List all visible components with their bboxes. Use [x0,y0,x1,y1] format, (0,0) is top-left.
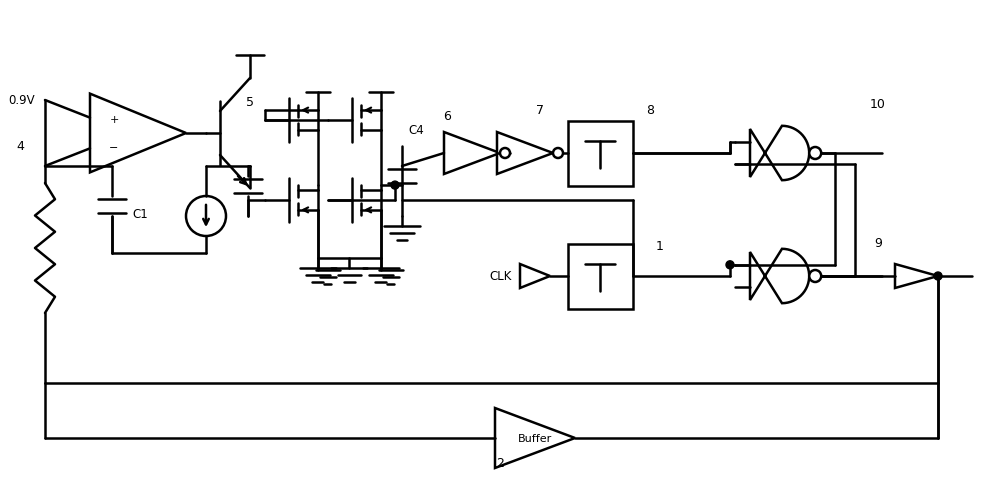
Bar [568,121,633,186]
Polygon shape [895,264,938,288]
Text: 10: 10 [870,97,886,110]
Circle shape [391,182,399,190]
Polygon shape [520,264,550,288]
Polygon shape [750,249,809,304]
Text: 6: 6 [443,110,451,123]
Circle shape [809,270,821,283]
Polygon shape [497,133,553,175]
Polygon shape [495,408,575,468]
Text: +: + [109,114,119,124]
Text: Buffer: Buffer [518,433,552,443]
Polygon shape [444,133,500,175]
Text: 1: 1 [656,240,664,253]
Circle shape [809,148,821,160]
Circle shape [500,149,510,159]
Text: CLK: CLK [490,270,512,283]
Text: 9: 9 [874,237,882,250]
Circle shape [186,197,226,237]
Text: 2: 2 [496,457,504,469]
Polygon shape [90,95,186,173]
Text: 8: 8 [646,104,654,117]
Text: 5: 5 [246,95,254,108]
Text: 7: 7 [536,104,544,117]
Text: C4: C4 [408,124,424,137]
Circle shape [726,261,734,269]
Polygon shape [750,126,809,181]
Text: −: − [109,143,119,153]
Text: 4: 4 [16,140,24,153]
Bar [568,244,633,309]
Circle shape [553,149,563,159]
Text: 0.9V: 0.9V [8,94,35,107]
Text: C1: C1 [132,207,148,220]
Circle shape [934,272,942,281]
